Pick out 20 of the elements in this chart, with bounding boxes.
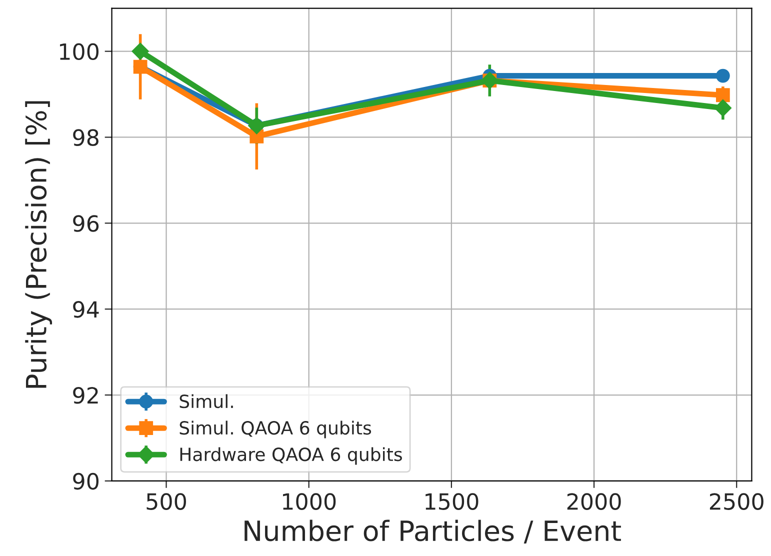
y-tick-label: 98 — [73, 129, 98, 146]
y-axis-title: Purity (Precision) [%] — [25, 101, 52, 388]
x-tick-label: 500 — [146, 493, 186, 510]
y-tick-label: 92 — [73, 386, 98, 404]
legend-label: Hardware QAOA 6 qubits — [180, 447, 402, 465]
point — [132, 42, 149, 60]
x-tick-label: 2500 — [710, 493, 764, 510]
legend-label: Simul. QAOA 6 qubits — [180, 420, 372, 438]
point — [716, 68, 730, 83]
point — [716, 88, 730, 102]
x-axis-title: Number of Particles / Event — [244, 520, 621, 544]
y-tick-label: 100 — [60, 43, 99, 60]
x-tick-label: 1500 — [426, 493, 478, 510]
x-tick-label: 2000 — [567, 493, 621, 510]
point — [714, 99, 732, 117]
legend-label: Simul. — [180, 394, 233, 408]
y-tick-label: 94 — [73, 301, 99, 318]
y-tick-label: 90 — [73, 472, 99, 490]
x-tick-label: 1000 — [283, 493, 336, 510]
y-tick-label: 96 — [73, 215, 99, 232]
